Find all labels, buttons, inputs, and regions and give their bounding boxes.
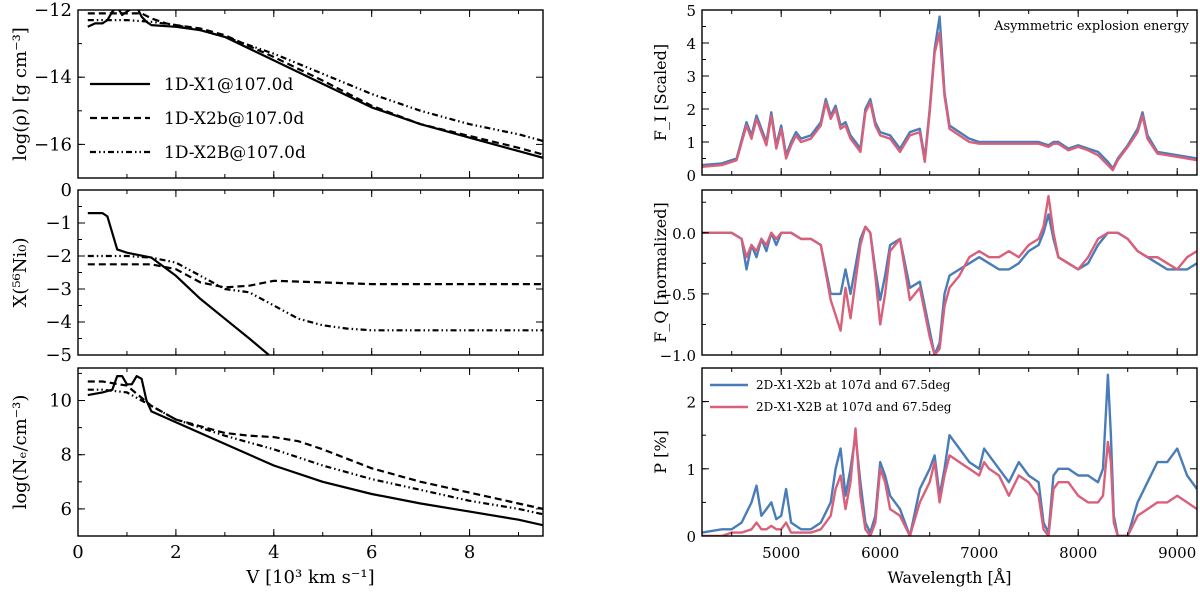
y-axis-label: F_Q [normalized] (651, 202, 670, 342)
nickel-fraction-panel: −5 −4 −3 −2 −1 0 X(⁵⁶Ni₀) (10, 180, 544, 366)
x-axis-label: Wavelength [Å] (887, 567, 1011, 587)
x-tick-label: 9000 (1158, 544, 1196, 562)
y-tick-label: −3 (45, 279, 72, 300)
y-tick-label: 5 (686, 2, 696, 20)
y-tick-label: −2 (45, 246, 72, 267)
series-line-1D-X2b@107.0d (87, 263, 543, 289)
y-tick-label: 3 (686, 68, 696, 86)
plot-frame (77, 367, 544, 537)
series-line-1D-X2B@107.0d (87, 254, 543, 332)
y-tick-label: 0 (61, 180, 72, 201)
panel-annotation: Asymmetric explosion energy (993, 19, 1190, 34)
y-tick-label: −1 (45, 213, 72, 234)
y-axis-label: X(⁵⁶Ni₀) (10, 237, 31, 307)
x-tick-label: 4 (268, 542, 279, 563)
series-line-1D-X2B@107.0d (87, 19, 543, 143)
flux-q-panel: −1.0 −0.5 0.0F_Q [normalized] (651, 189, 1198, 365)
plot-frame (701, 367, 1198, 537)
y-tick-label: 0 (686, 167, 696, 185)
x-tick-label: 5000 (762, 544, 800, 562)
y-tick-label: 0 (686, 528, 696, 546)
y-tick-label: 2 (686, 394, 696, 412)
x-axis-label: V [10³ km s⁻¹] (245, 567, 374, 588)
x-tick-label: 8000 (1059, 544, 1097, 562)
series-line-2D-X1-X2B at 107d and 67.5deg (702, 194, 1197, 355)
series-line-1D-X1@107.0d (87, 10, 543, 159)
y-tick-label: −14 (34, 67, 72, 88)
x-tick-label: 0 (72, 542, 83, 563)
y-tick-label: −12 (34, 0, 72, 21)
y-tick-label: 0.0 (672, 225, 696, 243)
y-tick-label: −1.0 (660, 347, 696, 365)
series-line-2D-X1-X2B at 107d and 67.5deg (702, 31, 1197, 172)
legend-label: 1D-X2B@107.0d (164, 143, 306, 163)
y-tick-label: 6 (61, 499, 72, 520)
plot-frame (77, 9, 544, 179)
electron-density-panel: 6 8 10 0 2 4 6 8 log(Nₑ/cm⁻³) V [10³ km s⁻¹] (10, 367, 544, 588)
polarization-panel: 0 1 2 5000 6000 7000 8000 9000 P [%] Wavelength [… (651, 367, 1198, 587)
x-tick-label: 6000 (861, 544, 899, 562)
series-line-1D-X2b@107.0d (87, 12, 543, 156)
x-tick-label: 2 (170, 542, 181, 563)
series-line-1D-X2B@107.0d (87, 388, 543, 516)
series-line-1D-X2b@107.0d (87, 380, 543, 510)
x-tick-label: 8 (464, 542, 475, 563)
legend-label: 2D-X1-X2b at 107d and 67.5deg (756, 378, 951, 392)
y-tick-label: 4 (686, 35, 696, 53)
legend-label: 1D-X1@107.0d (164, 75, 293, 95)
y-tick-label: −4 (45, 312, 72, 333)
x-tick-label: 6 (366, 542, 377, 563)
y-tick-label: −16 (34, 134, 72, 155)
y-axis-label: F_I [Scaled] (651, 44, 670, 141)
y-tick-label: 10 (49, 391, 72, 412)
y-axis-label: P [%] (651, 430, 670, 474)
y-tick-label: 1 (686, 461, 696, 479)
legend-label: 2D-X1-X2B at 107d and 67.5deg (756, 400, 952, 414)
x-tick-label: 7000 (960, 544, 998, 562)
y-tick-label: 1 (686, 134, 696, 152)
flux-intensity-panel: 0 1 2 3 4 5 F_I [Scaled] Asymmetric explosion e… (651, 2, 1198, 185)
y-tick-label: 2 (686, 101, 696, 119)
y-tick-label: 8 (61, 445, 72, 466)
series-line-1D-X1@107.0d (87, 375, 543, 527)
y-axis-label: log(Nₑ/cm⁻³) (10, 395, 31, 510)
plot-frame (701, 189, 1198, 356)
series-line-1D-X1@107.0d (87, 212, 270, 355)
y-tick-label: −5 (45, 345, 72, 366)
y-tick-label: −0.5 (660, 286, 696, 304)
legend-label: 1D-X2b@107.0d (164, 109, 304, 129)
y-axis-label: log(ρ) [g cm⁻³] (10, 27, 31, 161)
series-line-2D-X1-X2B at 107d and 67.5deg (702, 427, 1197, 536)
